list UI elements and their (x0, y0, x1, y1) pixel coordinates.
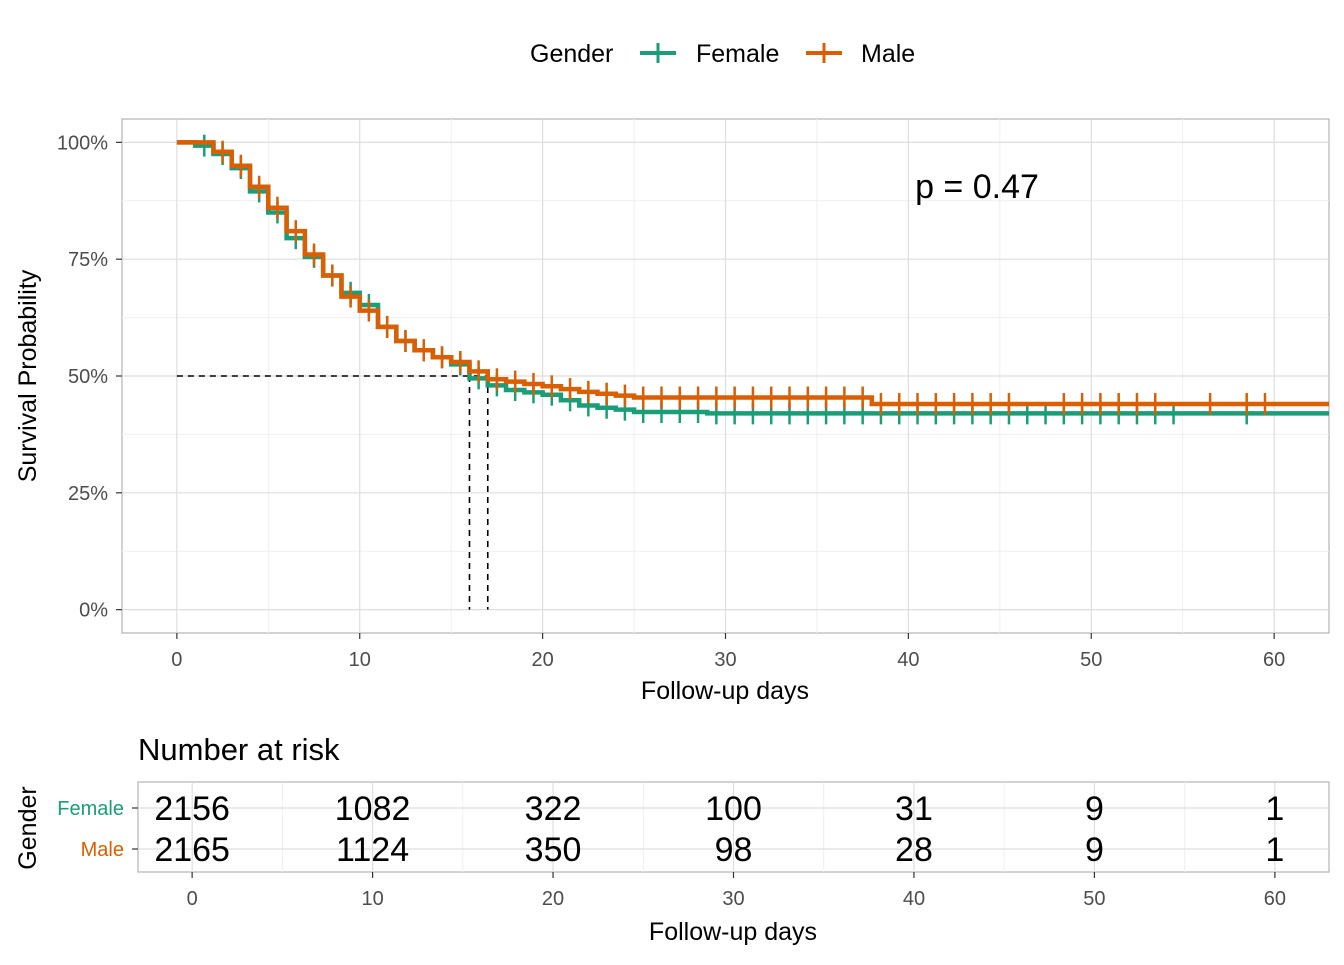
y-tick-label: 50% (68, 366, 108, 388)
risk-x-tick-label: 30 (722, 888, 744, 910)
risk-count-female: 1082 (335, 790, 411, 828)
risk-count-male: 28 (895, 831, 933, 869)
p-value-annotation: p = 0.47 (915, 168, 1039, 206)
median-survival-lines (176, 375, 489, 610)
survival-y-ticks: 0% 25% 50% 75% 100% (57, 132, 122, 622)
legend-female-label: Female (696, 40, 779, 68)
risk-table-x-ticks: 0 10 20 30 40 50 60 (187, 872, 1286, 910)
x-tick-label: 10 (349, 649, 371, 671)
x-tick-label: 40 (897, 649, 919, 671)
risk-row-label-male: Male (81, 839, 124, 861)
risk-row-label-female: Female (57, 798, 124, 820)
risk-count-female: 322 (525, 790, 582, 828)
legend-male-label: Male (861, 40, 915, 68)
survival-curves (176, 134, 1329, 425)
risk-x-tick-label: 0 (187, 888, 198, 910)
y-tick-label: 0% (79, 600, 108, 622)
survival-panel: 0 10 20 30 40 50 60 0% 25% 50% 75% 100% p = 0.47 F… (14, 118, 1330, 705)
risk-count-male: 1124 (336, 831, 409, 869)
y-tick-label: 25% (68, 483, 108, 505)
x-tick-label: 30 (714, 649, 736, 671)
risk-count-male: 2165 (154, 831, 230, 869)
km-curve-female (176, 140, 1329, 416)
risk-x-tick-label: 10 (361, 888, 383, 910)
legend: Gender Female Male (530, 40, 915, 68)
risk-count-male: 350 (525, 831, 582, 869)
x-tick-label: 60 (1263, 649, 1285, 671)
risk-table-x-axis-title: Follow-up days (649, 918, 817, 946)
risk-table-row-labels: Female Male (57, 798, 138, 861)
x-tick-label: 0 (171, 649, 182, 671)
survival-y-axis-title: Survival Probability (14, 269, 42, 482)
y-tick-label: 75% (68, 249, 108, 271)
risk-count-female: 9 (1085, 790, 1104, 828)
risk-count-male: 1 (1265, 831, 1284, 869)
risk-table-title: Number at risk (138, 732, 340, 767)
x-tick-label: 20 (531, 649, 553, 671)
survival-x-ticks: 0 10 20 30 40 50 60 (171, 633, 1285, 671)
risk-table-cells: 2156 1082 322 100 31 9 1 2165 1124 350 98 28 9 1 (154, 790, 1284, 869)
risk-count-male: 98 (715, 831, 753, 869)
x-tick-label: 50 (1080, 649, 1102, 671)
survival-x-axis-title: Follow-up days (641, 677, 809, 705)
risk-x-tick-label: 20 (542, 888, 564, 910)
y-tick-label: 100% (57, 132, 108, 154)
risk-count-female: 31 (895, 790, 933, 828)
risk-x-tick-label: 60 (1264, 888, 1286, 910)
risk-x-tick-label: 40 (903, 888, 925, 910)
km-curve-male (176, 140, 1329, 407)
risk-count-female: 100 (705, 790, 762, 828)
risk-count-male: 9 (1085, 831, 1104, 869)
risk-count-female: 1 (1265, 790, 1284, 828)
legend-title: Gender (530, 40, 613, 68)
risk-count-female: 2156 (154, 790, 230, 828)
risk-table-y-axis-title: Gender (14, 786, 42, 869)
risk-table-gridlines (138, 782, 1329, 872)
risk-x-tick-label: 50 (1083, 888, 1105, 910)
